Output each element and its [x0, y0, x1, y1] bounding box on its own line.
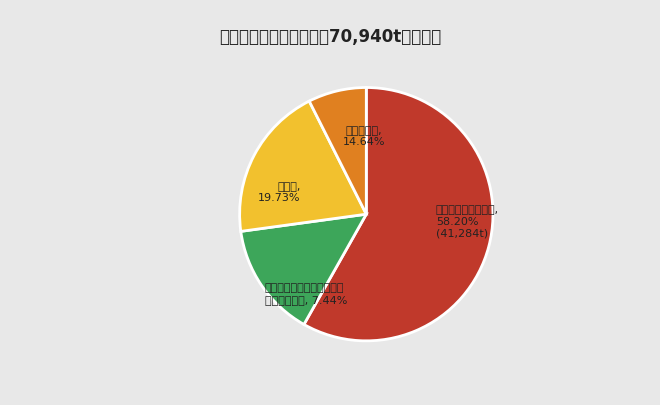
Wedge shape [310, 88, 366, 215]
Text: 家庭系燃やせるごみ,
58.20%
(41,284t): 家庭系燃やせるごみ, 58.20% (41,284t) [436, 205, 499, 237]
Text: 資源物,
19.73%: 資源物, 19.73% [258, 181, 300, 202]
Text: 事業系ごみ,
14.64%: 事業系ごみ, 14.64% [343, 126, 385, 147]
Wedge shape [240, 102, 366, 232]
Wedge shape [241, 215, 366, 325]
Text: 家庭系燃やせないごみ（大
型ごみ含む）, 7.44%: 家庭系燃やせないごみ（大 型ごみ含む）, 7.44% [265, 282, 347, 304]
Wedge shape [304, 88, 493, 341]
Text: 市全体のごみの排出量（70,940t）の内訳: 市全体のごみの排出量（70,940t）の内訳 [219, 28, 441, 46]
